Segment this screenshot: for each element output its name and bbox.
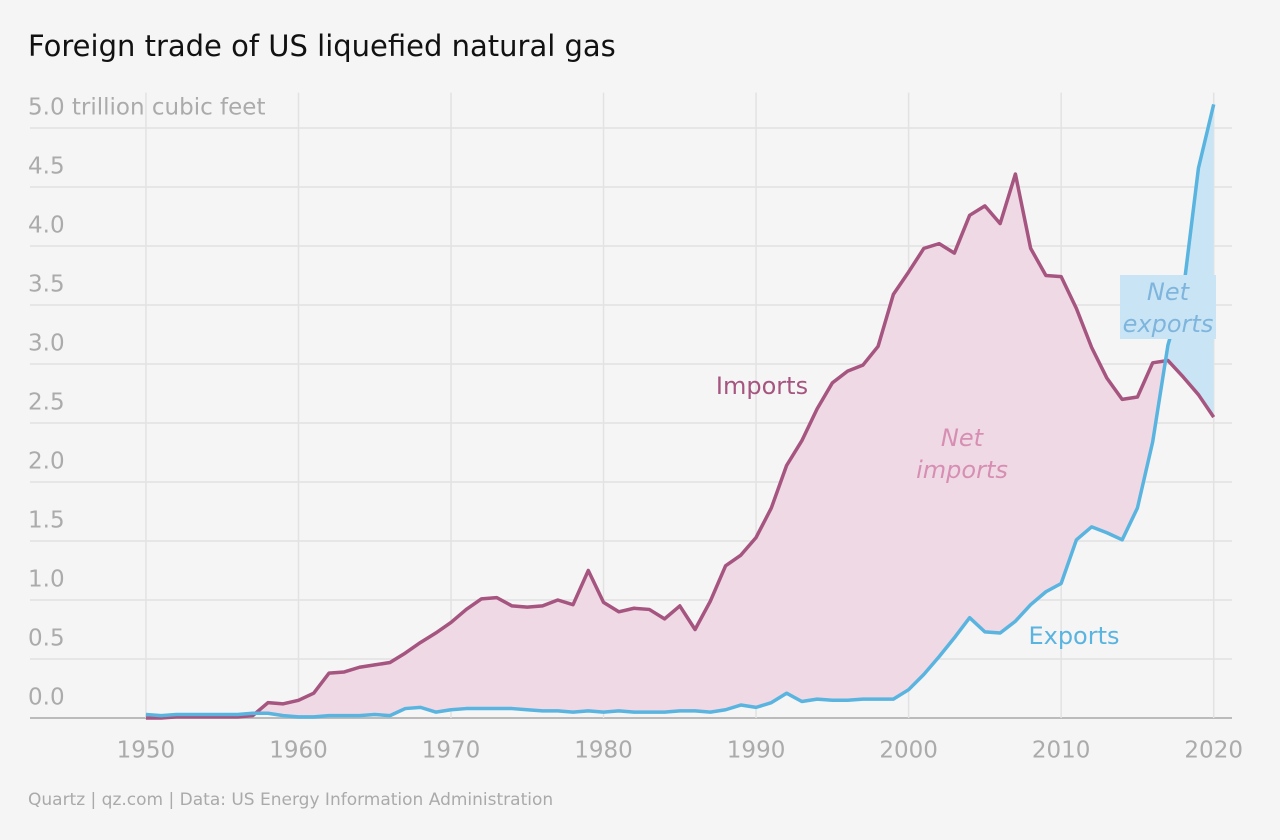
annotation: imports — [916, 456, 1008, 484]
annotation: Exports — [1028, 622, 1119, 650]
y-tick-label: 1.5 — [28, 508, 65, 534]
source: Quartz | qz.com | Data: US Energy Inform… — [28, 790, 553, 810]
label-background — [1120, 275, 1216, 339]
x-tick-label: 1980 — [574, 738, 633, 764]
x-tick-label: 2020 — [1184, 738, 1243, 764]
y-tick-label: 3.0 — [28, 331, 65, 357]
chart-title: Foreign trade of US liquefied natural ga… — [28, 29, 616, 63]
y-tick-label: 3.5 — [28, 272, 65, 298]
x-tick-label: 1970 — [422, 738, 481, 764]
annotation: exports — [1123, 310, 1214, 338]
y-tick-label: 1.0 — [28, 567, 65, 593]
annotation: Imports — [716, 372, 808, 400]
y-tick-label: 2.5 — [28, 390, 65, 416]
line — [145, 103, 1216, 719]
y-tick-label: 0.5 — [28, 626, 65, 652]
y-tick-label: 0.0 — [28, 685, 65, 711]
annotation: Net — [1147, 278, 1191, 306]
x-tick-label: 1950 — [117, 738, 176, 764]
y-tick-label: 5.0 trillion cubic feet — [28, 95, 265, 121]
line — [145, 172, 1216, 720]
x-tick-label: 2010 — [1032, 738, 1091, 764]
annotation: Net — [941, 424, 985, 452]
x-tick-label: 1990 — [727, 738, 786, 764]
x-tick-label: 2000 — [879, 738, 938, 764]
y-tick-label: 2.0 — [28, 449, 65, 475]
x-tick-label: 1960 — [269, 738, 328, 764]
y-tick-label: 4.0 — [28, 213, 65, 239]
y-tick-label: 4.5 — [28, 154, 65, 180]
